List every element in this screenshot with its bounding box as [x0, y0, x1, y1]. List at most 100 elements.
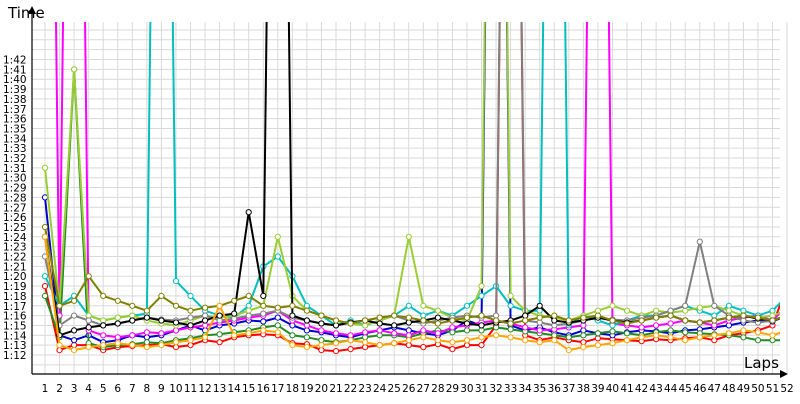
data-point: [187, 307, 194, 314]
data-point: [143, 344, 150, 351]
x-tick-label: 51: [766, 383, 779, 395]
data-point: [303, 317, 310, 324]
x-tick-label: 52: [780, 383, 793, 395]
series-line: [44, 22, 780, 327]
data-point: [769, 332, 776, 339]
x-tick-label: 35: [533, 383, 546, 395]
data-point: [172, 302, 180, 309]
data-point: [260, 292, 267, 299]
data-point: [114, 340, 121, 347]
data-point: [187, 292, 194, 299]
y-tick-label: 1:13: [3, 340, 27, 352]
x-tick-label: 26: [402, 383, 416, 395]
x-axis-title: Laps: [744, 354, 779, 372]
x-tick-label: 44: [664, 383, 678, 395]
data-point: [347, 346, 354, 353]
data-point: [449, 324, 456, 331]
data-point: [216, 331, 223, 338]
data-point: [434, 337, 441, 344]
data-point: [158, 342, 165, 349]
y-tick-label: 1:35: [3, 123, 27, 135]
series-line: [44, 22, 780, 353]
data-point: [245, 312, 252, 319]
data-point: [187, 337, 194, 344]
x-tick-label: 23: [358, 383, 371, 395]
x-tick-label: 40: [606, 383, 619, 395]
data-point: [347, 337, 354, 344]
series-4: [55, 22, 780, 341]
data-point: [682, 337, 689, 344]
data-point: [376, 342, 383, 349]
data-point: [594, 312, 602, 319]
data-point: [274, 233, 281, 240]
x-tick-label: 7: [129, 383, 136, 395]
x-tick-label: 15: [242, 383, 255, 395]
y-tick-label: 1:41: [3, 64, 27, 76]
data-point: [260, 302, 267, 309]
data-point: [303, 344, 310, 351]
x-tick-label: 39: [591, 383, 604, 395]
x-tick-label: 30: [460, 383, 473, 395]
data-point: [143, 314, 150, 321]
data-point: [420, 317, 427, 324]
data-point: [405, 233, 412, 240]
y-tick-label: 1:28: [3, 192, 27, 204]
data-point: [696, 334, 703, 341]
x-tick-label: 46: [693, 383, 707, 395]
data-point: [332, 348, 340, 355]
data-point: [187, 314, 194, 321]
data-point: [391, 340, 398, 347]
data-point: [565, 317, 572, 324]
data-point: [172, 278, 180, 285]
data-point: [580, 314, 587, 321]
data-point: [653, 322, 660, 329]
data-point: [85, 273, 92, 280]
data-point: [682, 317, 689, 324]
data-point: [100, 322, 107, 329]
x-tick-label: 38: [577, 383, 590, 395]
x-tick-label: 37: [562, 383, 575, 395]
data-point: [405, 302, 412, 309]
data-point: [158, 292, 165, 299]
x-tick-label: 41: [620, 383, 633, 395]
x-tick-label: 43: [649, 383, 662, 395]
y-tick-label: 1:29: [3, 183, 27, 195]
data-point: [463, 337, 471, 344]
x-tick-label: 3: [71, 383, 78, 395]
y-tick-label: 1:20: [3, 271, 27, 283]
data-point: [522, 337, 529, 344]
x-tick-label: 29: [446, 383, 459, 395]
data-point: [609, 317, 616, 324]
y-tick-label: 1:40: [3, 74, 27, 86]
y-tick-label: 1:24: [3, 232, 27, 244]
data-point: [362, 317, 369, 324]
data-point: [318, 312, 325, 319]
data-point: [623, 320, 631, 327]
y-tick-label: 1:21: [3, 261, 27, 273]
data-point: [740, 334, 747, 341]
data-point: [711, 317, 718, 324]
y-axis-arrow: [28, 6, 36, 14]
data-point: [594, 335, 602, 342]
data-point: [667, 327, 674, 334]
data-point: [114, 334, 121, 341]
data-point: [638, 317, 645, 324]
data-point: [769, 317, 776, 324]
x-tick-label: 9: [158, 383, 165, 395]
x-tick-label: 11: [184, 383, 197, 395]
data-point: [638, 334, 645, 341]
data-point: [696, 238, 703, 245]
data-point: [71, 327, 78, 334]
data-point: [158, 317, 165, 324]
y-tick-label: 1:17: [3, 301, 27, 313]
data-point: [303, 334, 310, 341]
data-point: [260, 310, 267, 317]
data-point: [522, 317, 529, 324]
y-tick-label: 1:26: [3, 212, 27, 224]
data-point: [114, 297, 121, 304]
data-point: [696, 319, 703, 326]
data-point: [420, 344, 427, 351]
data-point: [202, 334, 209, 341]
data-point: [274, 322, 281, 329]
